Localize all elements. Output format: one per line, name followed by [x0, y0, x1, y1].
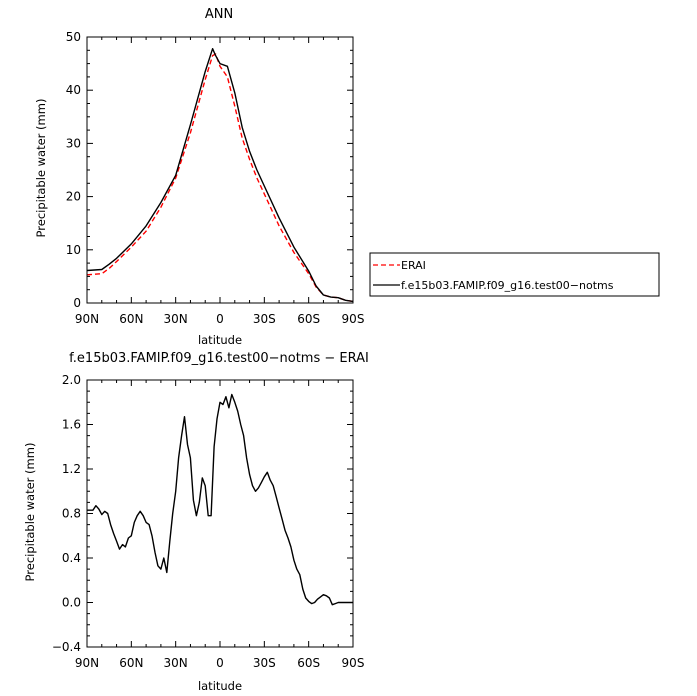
top-chart-frame: [86, 36, 354, 304]
top-chart-ytick-label: 10: [66, 243, 81, 257]
bottom-chart-ytick-label: 1.6: [62, 418, 81, 432]
bottom-chart-ylabel: Precipitable water (mm): [23, 443, 37, 582]
bottom-chart-ytick-label: 0.0: [62, 596, 81, 610]
bottom-chart-ytick-label: 1.2: [62, 462, 81, 476]
top-chart-ylabel: Precipitable water (mm): [34, 99, 48, 238]
bottom-chart-ytick-label: 0.4: [62, 551, 81, 565]
top-chart-ytick-label: 40: [66, 83, 81, 97]
bottom-chart-series-line-0: [87, 393, 353, 606]
bottom-chart-xtick-label: 30N: [164, 656, 188, 670]
bottom-chart-ytick-label: 2.0: [62, 373, 81, 387]
top-chart-title: ANN: [205, 7, 233, 22]
top-chart-xtick-label: 60S: [297, 312, 320, 326]
top-chart-series-line-1: [86, 48, 354, 303]
bottom-chart-xlabel: latitude: [198, 679, 242, 693]
top-chart-ytick-label: 0: [73, 296, 81, 310]
top-chart-xtick-label: 90N: [75, 312, 99, 326]
bottom-chart-xtick-label: 60N: [119, 656, 143, 670]
bottom-chart-xtick-label: 90N: [75, 656, 99, 670]
top-chart: ANN Precipitable water (mm) latitude 90N…: [34, 7, 364, 347]
bottom-chart-title: f.e15b03.FAMIP.f09_g16.test00−notms − ER…: [69, 351, 369, 366]
top-chart-xtick-label: 90S: [342, 312, 365, 326]
bottom-chart-xtick-label: 30S: [253, 656, 276, 670]
bottom-chart-ytick-label: 0.8: [62, 507, 81, 521]
top-chart-ytick-label: 50: [66, 30, 81, 44]
bottom-chart-xtick-label: 60S: [297, 656, 320, 670]
top-chart-xtick-label: 60N: [119, 312, 143, 326]
legend-box: [369, 252, 660, 297]
legend: ERAI f.e15b03.FAMIP.f09_g16.test00−notms: [369, 252, 660, 297]
top-chart-xtick-label: 0: [216, 312, 224, 326]
top-chart-xlabel: latitude: [198, 333, 242, 347]
top-chart-series-line-0: [86, 53, 354, 303]
top-chart-xtick-label: 30N: [164, 312, 188, 326]
top-chart-ytick-label: 20: [66, 190, 81, 204]
legend-label-erai: ERAI: [401, 259, 426, 272]
legend-label-model: f.e15b03.FAMIP.f09_g16.test00−notms: [401, 279, 614, 292]
bottom-chart-xtick-label: 90S: [342, 656, 365, 670]
top-chart-xtick-label: 30S: [253, 312, 276, 326]
bottom-chart-frame: [86, 379, 354, 648]
bottom-chart: f.e15b03.FAMIP.f09_g16.test00−notms − ER…: [23, 351, 369, 693]
bottom-chart-xtick-label: 0: [216, 656, 224, 670]
top-chart-ytick-label: 30: [66, 136, 81, 150]
bottom-chart-ytick-label: −0.4: [52, 640, 81, 654]
